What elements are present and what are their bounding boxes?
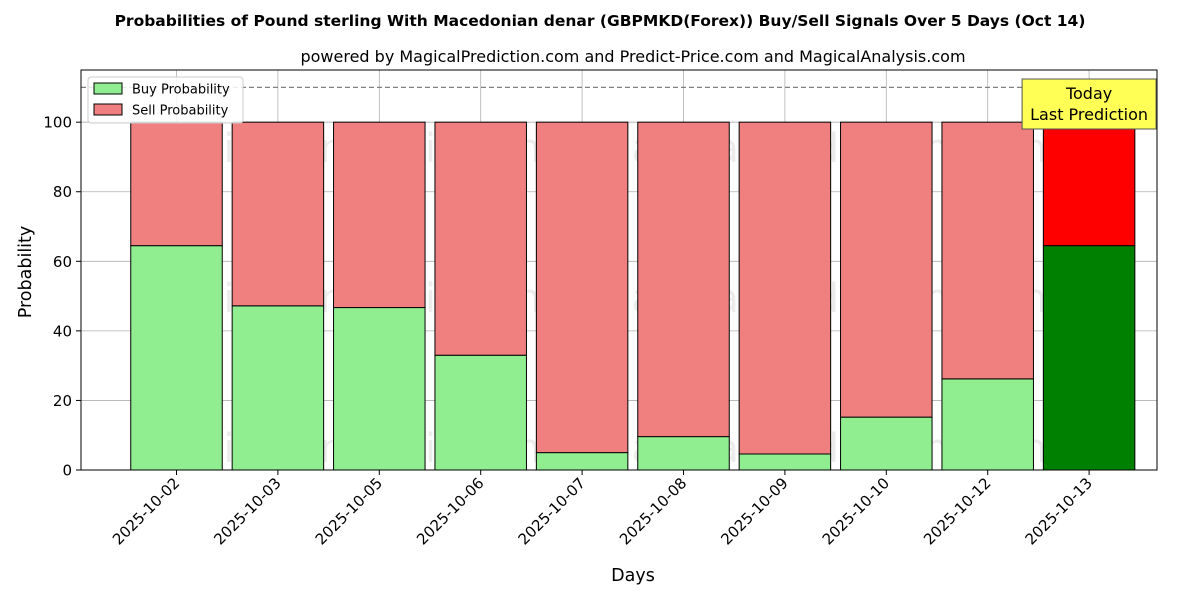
x-tick-label: 2025-10-10: [819, 474, 893, 548]
legend-label-buy: Buy Probability: [132, 83, 230, 98]
sell-bar: [434, 121, 527, 356]
x-tick-label: 2025-10-02: [109, 474, 183, 548]
bars-layer: [130, 121, 1136, 471]
x-tick-label: 2025-10-13: [1022, 474, 1096, 548]
sell-bar: [333, 121, 426, 309]
annotation-line-1: Today: [1065, 84, 1112, 103]
buy-bar: [434, 354, 527, 471]
legend: Buy Probability Sell Probability: [87, 76, 244, 124]
buy-bar: [840, 416, 933, 471]
buy-bar: [941, 378, 1034, 471]
x-tick-label: 2025-10-08: [616, 474, 690, 548]
y-tick-label: 0: [62, 462, 72, 480]
today-annotation: Today Last Prediction: [1021, 78, 1157, 130]
y-axis-label: Probability: [16, 226, 36, 319]
buy-bar: [1042, 245, 1136, 471]
x-tick-label: 2025-10-03: [210, 474, 284, 548]
y-tick-label: 40: [53, 322, 72, 340]
sell-bar: [840, 121, 933, 418]
buy-bar: [333, 307, 426, 471]
x-tick-label: 2025-10-12: [920, 474, 994, 548]
y-tick-label: 60: [53, 253, 72, 271]
legend-swatch-buy: [93, 82, 123, 95]
buy-bar: [738, 453, 832, 471]
annotation-box: [1021, 78, 1157, 130]
sell-bar: [535, 121, 629, 454]
legend-label-sell: Sell Probability: [132, 104, 229, 119]
sell-bar: [637, 121, 730, 438]
y-axis: 0 20 40 60 80 100: [43, 114, 81, 480]
annotation-line-2: Last Prediction: [1030, 105, 1148, 124]
plot-frame: [80, 69, 1158, 471]
y-tick-label: 100: [43, 114, 72, 132]
sell-bar: [231, 121, 325, 307]
y-tick-label: 20: [53, 392, 72, 410]
chart-subtitle: powered by MagicalPrediction.com and Pre…: [300, 47, 965, 66]
sell-bar: [738, 121, 832, 455]
x-tick-label: 2025-10-09: [717, 474, 791, 548]
legend-box: [87, 76, 244, 124]
buy-bar: [637, 436, 730, 471]
x-tick-label: 2025-10-07: [515, 474, 589, 548]
buy-bar: [535, 452, 629, 471]
sell-bar: [130, 121, 223, 247]
x-axis-label: Days: [611, 566, 655, 586]
sell-bar: [941, 121, 1034, 380]
legend-swatch-sell: [93, 103, 123, 116]
buy-bar: [130, 245, 223, 471]
chart-title: Probabilities of Pound sterling With Mac…: [115, 12, 1086, 30]
y-tick-label: 80: [53, 183, 72, 201]
x-axis: 2025-10-02 2025-10-03 2025-10-05 2025-10-06…: [109, 470, 1096, 548]
x-tick-label: 2025-10-05: [312, 474, 386, 548]
buy-bar: [231, 305, 325, 471]
x-tick-label: 2025-10-06: [413, 474, 487, 548]
sell-bar: [1042, 121, 1136, 247]
